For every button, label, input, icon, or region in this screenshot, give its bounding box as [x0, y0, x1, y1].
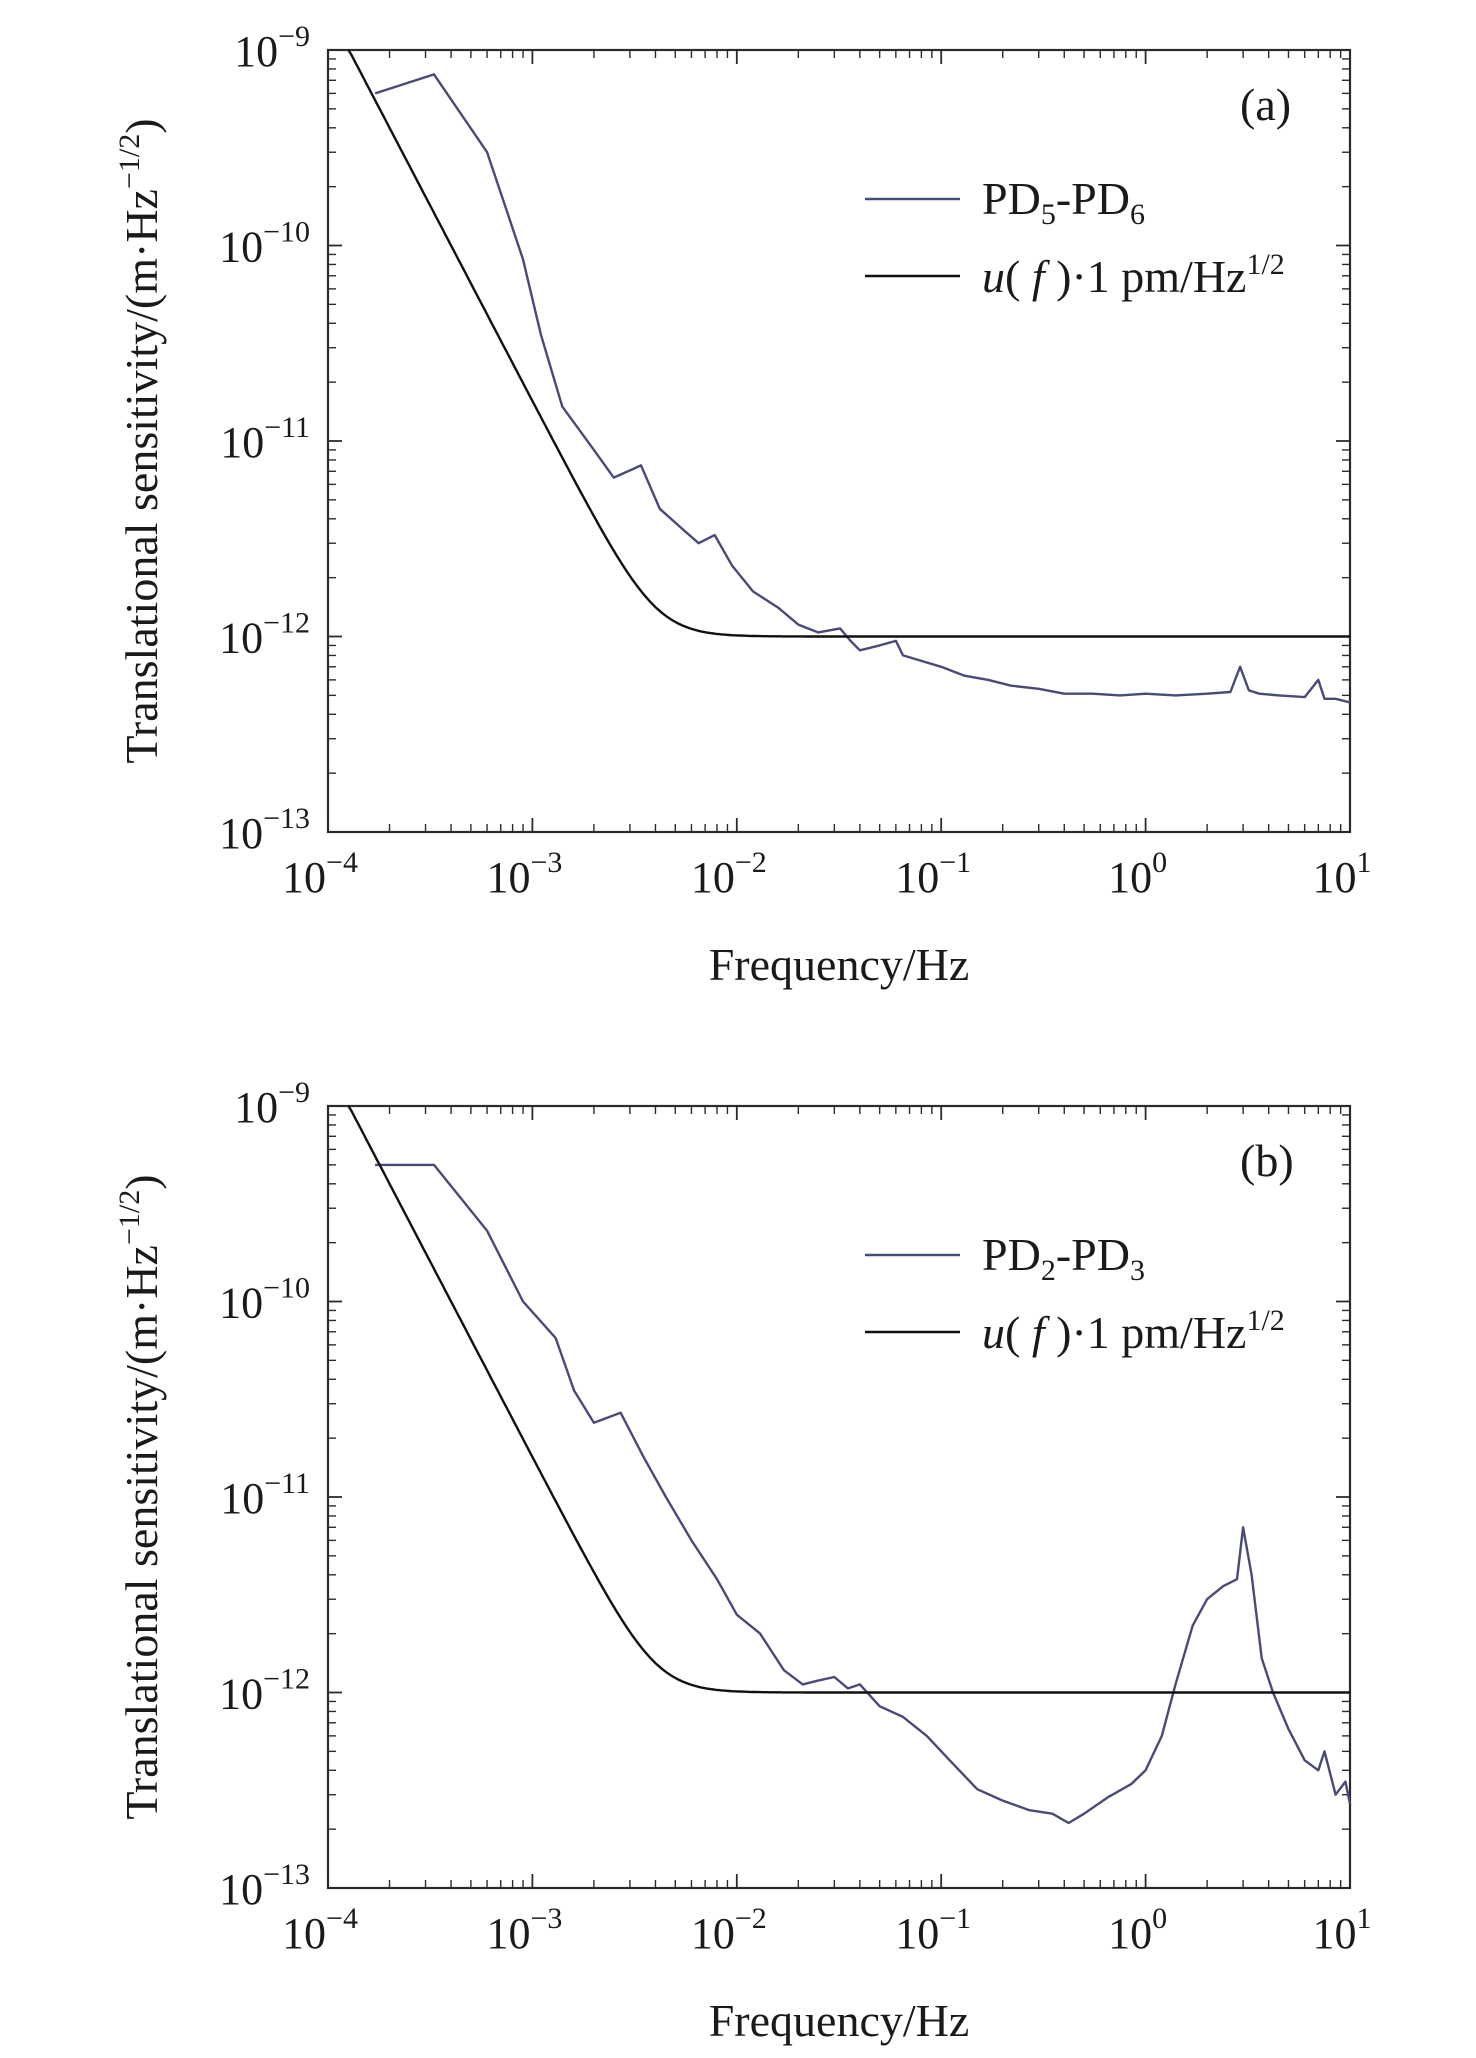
- y-tick-label: 10−11: [220, 411, 310, 467]
- panel-label: (a): [1240, 79, 1291, 130]
- x-tick-label: 10−4: [282, 1902, 358, 1958]
- x-tick-label: 10−1: [895, 1902, 971, 1958]
- legend-label-series-2: u( f )·1 pm/Hz1/2: [982, 248, 1285, 302]
- legend-label-series-2: u( f )·1 pm/Hz1/2: [982, 1304, 1285, 1358]
- y-tick-label: 10−11: [220, 1467, 310, 1523]
- x-tick-label: 10−1: [895, 846, 971, 902]
- series-line-2: [347, 49, 1350, 638]
- legend: PD5-PD6 u( f )·1 pm/Hz1/2: [865, 173, 1285, 302]
- x-tick-label: 10−4: [282, 846, 358, 902]
- y-tick-label: 10−13: [219, 802, 310, 858]
- x-tick-label: 10−3: [486, 1902, 562, 1958]
- x-tick-label: 10−2: [691, 846, 767, 902]
- chart-panel-b: 10−4 10−3 10−2 10−1 100 101 10−9 10−10 10−11 10−1…: [0, 1029, 1476, 2058]
- x-tick-label: 101: [1313, 846, 1372, 902]
- y-tick-label: 10−12: [219, 607, 310, 663]
- legend: PD2-PD3 u( f )·1 pm/Hz1/2: [865, 1229, 1285, 1358]
- y-tick-label: 10−10: [219, 216, 310, 272]
- y-tick-label: 10−9: [234, 1076, 310, 1132]
- y-tick-label: 10−12: [219, 1663, 310, 1719]
- y-axis-title: Translational sensitivity/(m·Hz−1/2): [113, 1174, 167, 1819]
- series-line-1: [375, 1163, 1352, 1825]
- legend-label-series-1: PD2-PD3: [982, 1229, 1145, 1287]
- x-axis-title: Frequency/Hz: [709, 1995, 970, 2046]
- chart-panel-a: 10−4 10−3 10−2 10−1 100 101 10−9 10−10 10−11 10−1…: [113, 20, 1372, 990]
- x-tick-label: 10−3: [486, 846, 562, 902]
- y-tick-label: 10−10: [219, 1272, 310, 1328]
- chart-a-svg: 10−4 10−3 10−2 10−1 100 101 10−9 10−10 10−11 10−1…: [113, 20, 1372, 990]
- x-tick-label: 100: [1108, 1902, 1167, 1958]
- y-tick-label: 10−9: [234, 20, 310, 76]
- y-tick-label: 10−13: [219, 1858, 310, 1914]
- x-tick-label: 100: [1108, 846, 1167, 902]
- x-axis-title: Frequency/Hz: [709, 939, 970, 990]
- x-tick-label: 10−2: [691, 1902, 767, 1958]
- series-line-2: [347, 1105, 1350, 1694]
- chart-b-svg: 10−4 10−3 10−2 10−1 100 101 10−9 10−10 10−11 10−1…: [113, 1076, 1372, 2046]
- legend-label-series-1: PD5-PD6: [982, 173, 1145, 231]
- series-line-1: [374, 73, 1351, 704]
- x-tick-label: 101: [1313, 1902, 1372, 1958]
- plot-frame: [326, 48, 1352, 834]
- y-axis-title: Translational sensitivity/(m·Hz−1/2): [113, 118, 167, 763]
- panel-label: (b): [1240, 1135, 1294, 1186]
